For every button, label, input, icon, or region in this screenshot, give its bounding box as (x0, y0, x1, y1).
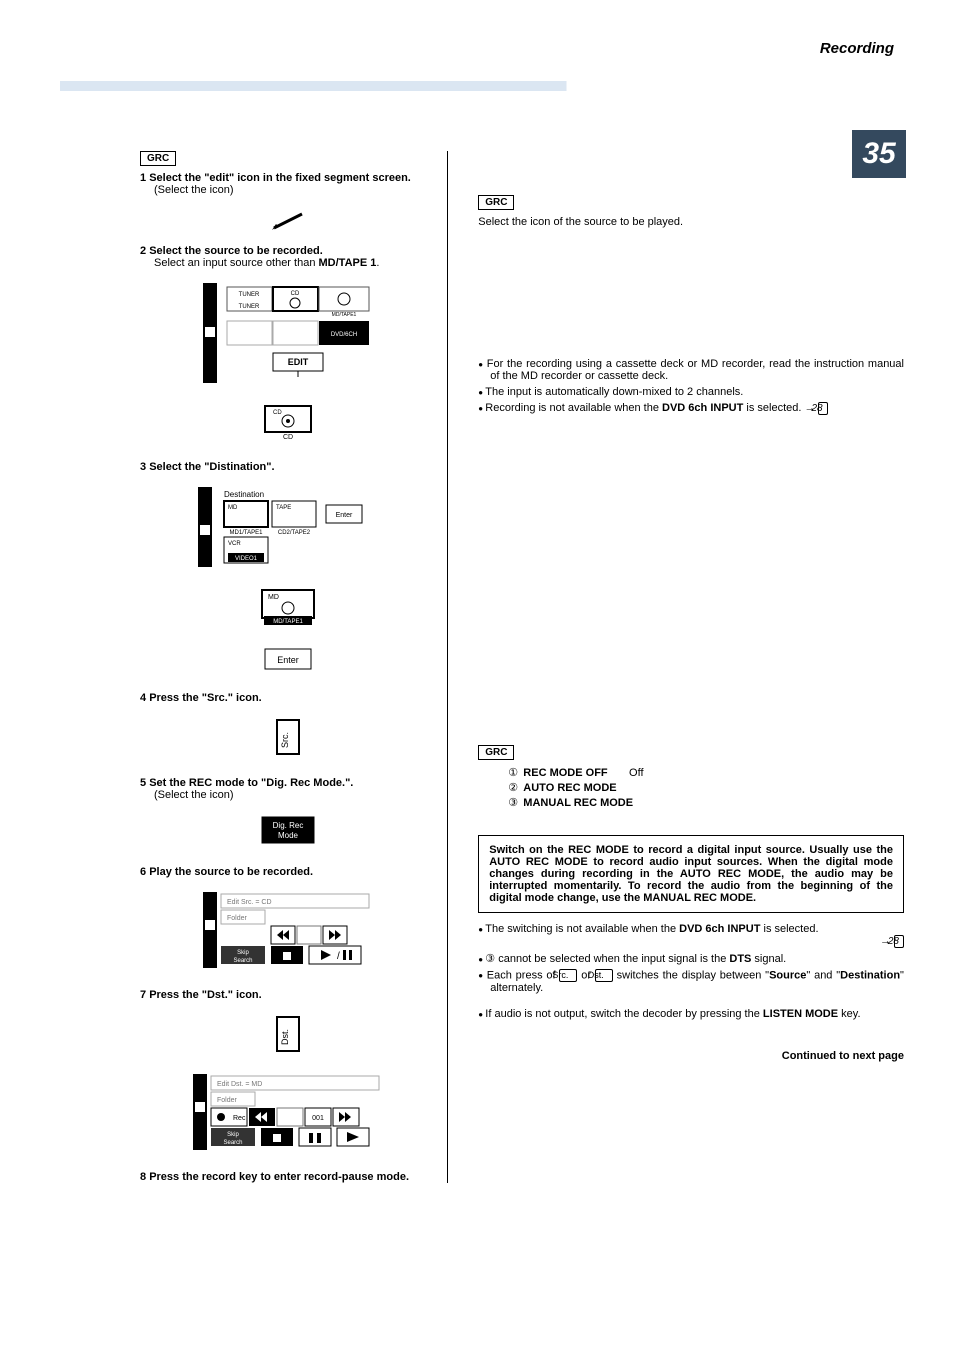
step-2-sub: Select an input source other than MD/TAP… (154, 257, 435, 269)
step-1-title: Select the "edit" icon in the fixed segm… (149, 172, 411, 184)
note-2b: ③ cannot be selected when the input sign… (478, 952, 904, 965)
svg-text:Edit Dst. = MD: Edit Dst. = MD (217, 1081, 262, 1088)
notes-list-3: If audio is not output, switch the decod… (478, 1008, 904, 1020)
pageref-28b: 28 (894, 935, 904, 948)
svg-text:CD2/TAPE2: CD2/TAPE2 (277, 530, 310, 536)
src-inline-btn: Src. (559, 969, 577, 982)
svg-text:Dst.: Dst. (280, 1029, 290, 1045)
svg-text:MD/TAPE1: MD/TAPE1 (273, 619, 303, 625)
select-icon-text: Select the icon of the source to be play… (478, 216, 904, 228)
svg-text:Search: Search (233, 958, 252, 964)
rec-modes: ① REC MODE OFF Off ② AUTO REC MODE ③ MAN… (478, 766, 904, 809)
svg-text:Src.: Src. (280, 732, 290, 748)
figure-destination: Destination MD MD1/TAPE1 TAPE CD2/TAPE2 … (140, 487, 435, 570)
grc-tag-right-1: GRC (478, 195, 514, 210)
svg-text:VIDEO1: VIDEO1 (235, 556, 258, 562)
svg-text:DVD/6CH: DVD/6CH (330, 332, 356, 338)
notes-list-2: The switching is not available when the … (478, 923, 904, 994)
page-number: 35 (852, 130, 906, 178)
svg-text:TAPE: TAPE (276, 505, 291, 511)
figure-cd-icon: CD CD (140, 404, 435, 443)
figure-transport-1: Edit Src. = CD Folder Skip Search / (140, 892, 435, 971)
note-1b: The input is automatically down-mixed to… (478, 386, 904, 398)
figure-src-btn: Src. (140, 718, 435, 759)
left-column: GRC 1 Select the "edit" icon in the fixe… (60, 151, 448, 1183)
figure-enter: Enter (140, 647, 435, 674)
svg-text:Rec: Rec (233, 1115, 246, 1122)
section-title: Recording (60, 40, 904, 57)
svg-text:Mode: Mode (278, 831, 299, 840)
figure-transport-2: Edit Dst. = MD Folder Rec 001 Skip Searc (140, 1074, 435, 1153)
svg-text:Skip: Skip (237, 950, 249, 956)
note-1c: Recording is not available when the DVD … (478, 402, 904, 415)
right-column: GRC Select the icon of the source to be … (448, 151, 904, 1183)
svg-text:Folder: Folder (227, 915, 248, 922)
step-4: 4 Press the "Src." icon. (140, 692, 435, 704)
svg-text:Skip: Skip (227, 1132, 239, 1138)
step-3-title: Select the "Distination". (149, 461, 274, 473)
note-1a: For the recording using a cassette deck … (478, 358, 904, 382)
svg-text:CD: CD (283, 434, 293, 440)
step-7: 7 Press the "Dst." icon. (140, 989, 435, 1001)
continued-note: Continued to next page (478, 1050, 904, 1062)
step-1: 1 Select the "edit" icon in the fixed se… (140, 172, 435, 196)
svg-text:CD: CD (290, 291, 299, 297)
svg-text:Edit Src. = CD: Edit Src. = CD (227, 899, 272, 906)
step-5: 5 Set the REC mode to "Dig. Rec Mode.". … (140, 777, 435, 801)
svg-text:MD: MD (228, 505, 238, 511)
grc-tag-right-2: GRC (478, 745, 514, 760)
svg-text:Destination: Destination (224, 490, 264, 499)
header-divider (60, 81, 904, 91)
notes-list-1: For the recording using a cassette deck … (478, 358, 904, 415)
step-5-sub: (Select the icon) (154, 789, 435, 801)
svg-text:MD1/TAPE1: MD1/TAPE1 (229, 530, 263, 536)
pencil-icon (140, 210, 435, 235)
grc-tag-left: GRC (140, 151, 176, 166)
figure-digrec: Dig. Rec Mode (140, 815, 435, 848)
step-1-sub: (Select the icon) (154, 184, 435, 196)
note-2a: The switching is not available when the … (478, 923, 904, 948)
svg-text:001: 001 (312, 1115, 324, 1122)
figure-source-grid: TUNER TUNER CD MD/TAPE1 DVD/6CH EDIT (140, 283, 435, 386)
svg-text:CD: CD (273, 410, 282, 416)
step-7-title: Press the "Dst." icon. (149, 989, 262, 1001)
svg-text:MD: MD (268, 594, 279, 601)
step-3: 3 Select the "Distination". (140, 461, 435, 473)
svg-text:Enter: Enter (277, 655, 299, 665)
note-2c: Each press of Src. or Dst. switches the … (478, 969, 904, 994)
svg-text:Enter: Enter (335, 512, 352, 519)
step-6: 6 Play the source to be recorded. (140, 866, 435, 878)
step-8: 8 Press the record key to enter record-p… (140, 1171, 435, 1183)
svg-text:VCR: VCR (228, 541, 241, 547)
svg-text:TUNER: TUNER (238, 292, 259, 298)
note-2d: If audio is not output, switch the decod… (478, 1008, 904, 1020)
svg-text:EDIT: EDIT (287, 357, 308, 367)
pageref-28a: 28 (818, 402, 828, 415)
step-4-title: Press the "Src." icon. (149, 692, 262, 704)
figure-mdtape1: MD MD/TAPE1 (140, 588, 435, 629)
step-8-title: Press the record key to enter record-pau… (149, 1171, 409, 1183)
svg-text:MD/TAPE1: MD/TAPE1 (331, 312, 356, 318)
svg-text:Search: Search (223, 1140, 242, 1146)
dst-inline-btn: Dst. (595, 969, 613, 982)
step-6-title: Play the source to be recorded. (149, 866, 313, 878)
step-2-title: Select the source to be recorded. (149, 245, 323, 257)
step-5-title: Set the REC mode to "Dig. Rec Mode.". (149, 777, 353, 789)
svg-text:TUNER: TUNER (238, 304, 259, 310)
svg-text:Folder: Folder (217, 1097, 238, 1104)
svg-text:/: / (337, 951, 340, 962)
step-2: 2 Select the source to be recorded. Sele… (140, 245, 435, 269)
figure-dst-btn: Dst. (140, 1015, 435, 1056)
svg-text:Dig. Rec: Dig. Rec (272, 821, 303, 830)
rec-mode-note-box: Switch on the REC MODE to record a digit… (478, 835, 904, 913)
